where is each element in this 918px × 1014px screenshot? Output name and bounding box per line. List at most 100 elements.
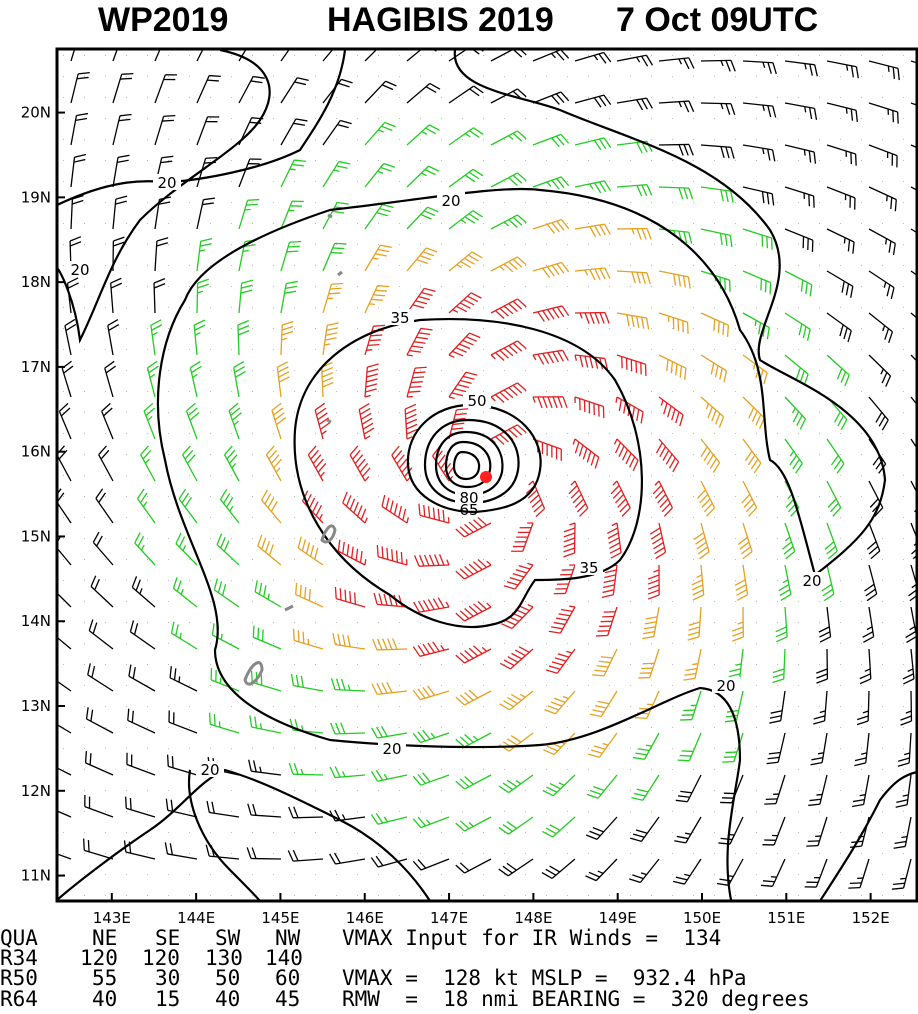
grid-dot <box>882 223 883 224</box>
grid-dot <box>252 580 253 581</box>
grid-dot <box>210 139 211 140</box>
wind-barb <box>322 282 344 314</box>
wind-barb <box>196 197 216 230</box>
grid-dot <box>483 664 484 665</box>
grid-dot <box>168 874 169 875</box>
wind-barb <box>910 438 917 450</box>
grid-dot <box>861 538 862 539</box>
grid-dot <box>357 790 358 791</box>
grid-dot <box>378 370 379 371</box>
grid-dot <box>105 76 106 77</box>
grid-dot <box>210 412 211 413</box>
grid-dot <box>462 370 463 371</box>
grid-dot <box>273 139 274 140</box>
grid-dot <box>210 580 211 581</box>
grid-dot <box>840 811 841 812</box>
grid-dot <box>336 139 337 140</box>
grid-dot <box>483 55 484 56</box>
grid-dot <box>294 811 295 812</box>
grid-dot <box>315 832 316 833</box>
grid-dot <box>693 181 694 182</box>
grid-dot <box>147 265 148 266</box>
grid-dot <box>588 454 589 455</box>
grid-dot <box>714 265 715 266</box>
grid-dot <box>567 97 568 98</box>
grid-dot <box>819 433 820 434</box>
grid-dot <box>609 475 610 476</box>
wind-barb <box>150 319 163 356</box>
grid-dot <box>609 706 610 707</box>
grid-dot <box>105 664 106 665</box>
wind-barb <box>595 606 618 637</box>
grid-dot <box>357 706 358 707</box>
grid-dot <box>441 874 442 875</box>
grid-dot <box>714 76 715 77</box>
grid-dot <box>567 874 568 875</box>
grid-dot <box>441 706 442 707</box>
grid-dot <box>819 55 820 56</box>
wind-barb <box>910 354 917 363</box>
wind-barb <box>364 203 394 230</box>
wind-barb <box>616 354 647 376</box>
grid-dot <box>378 202 379 203</box>
wind-barb <box>849 816 870 848</box>
grid-dot <box>357 622 358 623</box>
grid-dot <box>231 139 232 140</box>
grid-dot <box>105 895 106 896</box>
grid-dot <box>609 181 610 182</box>
grid-dot <box>210 433 211 434</box>
grid-dot <box>756 307 757 308</box>
grid-dot <box>735 202 736 203</box>
wind-barb <box>238 158 262 188</box>
grid-dot <box>63 328 64 329</box>
wind-barb <box>499 690 534 711</box>
grid-dot <box>672 223 673 224</box>
grid-dot <box>840 685 841 686</box>
grid-dot <box>504 895 505 896</box>
grid-dot <box>252 181 253 182</box>
grid-dot <box>672 727 673 728</box>
grid-dot <box>840 790 841 791</box>
x-tick-label: 147E <box>430 909 468 927</box>
grid-dot <box>462 769 463 770</box>
wind-barb <box>742 102 777 118</box>
wind-barb <box>742 354 768 385</box>
grid-dot <box>504 874 505 875</box>
grid-dot <box>378 454 379 455</box>
grid-dot <box>609 601 610 602</box>
grid-dot <box>609 832 610 833</box>
grid-dot <box>525 433 526 434</box>
grid-dot <box>693 118 694 119</box>
grid-dot <box>357 853 358 854</box>
grid-dot <box>588 55 589 56</box>
grid-dot <box>609 643 610 644</box>
grid-dot <box>420 139 421 140</box>
wind-barb <box>910 228 917 234</box>
wind-barb <box>280 118 308 146</box>
grid-dot <box>210 349 211 350</box>
wind-barb <box>237 320 250 356</box>
grid-dot <box>882 727 883 728</box>
grid-dot <box>483 139 484 140</box>
grid-dot <box>273 643 274 644</box>
wind-barb <box>632 732 660 760</box>
wind-barb <box>574 311 610 325</box>
grid-dot <box>420 433 421 434</box>
grid-dot <box>378 874 379 875</box>
grid-dot <box>609 328 610 329</box>
wind-barb <box>107 319 120 356</box>
grid-dot <box>273 874 274 875</box>
wind-barb <box>910 312 917 320</box>
wind-barb <box>322 160 351 188</box>
wind-barb <box>675 774 702 803</box>
grid-dot <box>714 160 715 161</box>
wind-barb <box>412 641 450 657</box>
grid-dot <box>147 559 148 560</box>
grid-dot <box>315 790 316 791</box>
grid-dot <box>441 391 442 392</box>
grid-dot <box>588 391 589 392</box>
grid-dot <box>735 370 736 371</box>
grid-dot <box>315 601 316 602</box>
grid-dot <box>168 412 169 413</box>
grid-dot <box>630 202 631 203</box>
